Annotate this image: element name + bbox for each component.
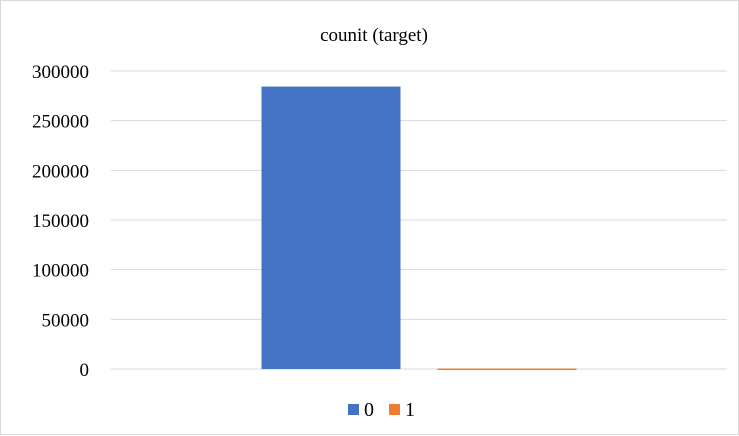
legend-label-1: 1 <box>405 399 415 421</box>
chart-title: counit (target) <box>320 25 428 46</box>
y-tick-label: 250000 <box>32 112 89 133</box>
legend-swatch-1 <box>389 404 400 415</box>
y-tick-label: 0 <box>80 360 90 381</box>
y-tick-label: 200000 <box>32 161 89 182</box>
y-tick-label: 150000 <box>32 211 89 232</box>
legend-swatch-0 <box>348 404 359 415</box>
y-tick-label: 50000 <box>42 310 90 331</box>
y-axis-ticks: 0 50000 100000 150000 200000 250000 300000 <box>32 62 89 381</box>
y-tick-label: 300000 <box>32 62 89 83</box>
legend-label-0: 0 <box>364 399 374 421</box>
bar-series-1 <box>437 368 577 371</box>
bars <box>261 86 577 371</box>
y-tick-label: 100000 <box>32 261 89 282</box>
bar-series-0 <box>261 86 401 369</box>
gridlines <box>111 70 727 370</box>
